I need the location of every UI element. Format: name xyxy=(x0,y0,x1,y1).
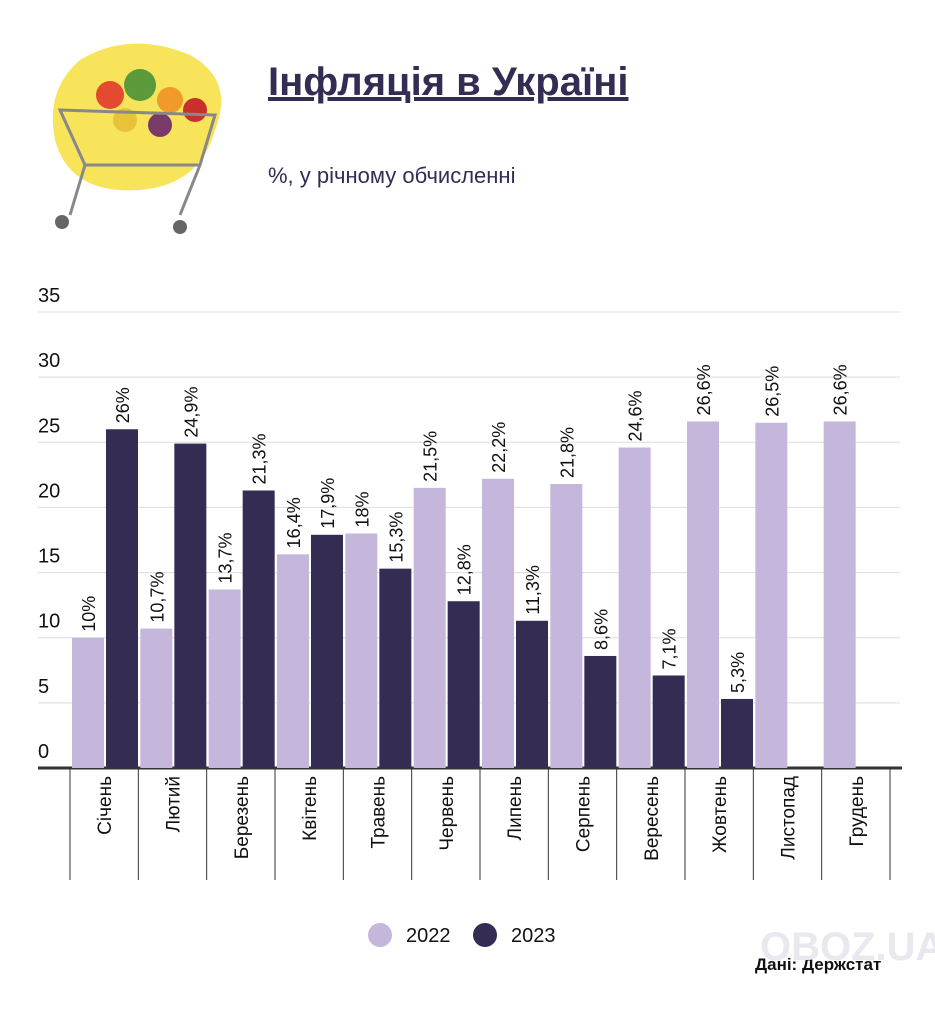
bar xyxy=(652,675,685,768)
bar xyxy=(687,421,719,768)
legend-swatch xyxy=(368,923,392,947)
bar xyxy=(413,487,446,768)
bar xyxy=(721,698,753,768)
chart-subtitle: %, у річному обчисленні xyxy=(268,163,515,188)
x-tick-label: Липень xyxy=(505,776,526,840)
x-tick-label: Травень xyxy=(369,776,390,849)
y-tick-label: 25 xyxy=(38,415,60,437)
watermark: OBOZ.UA xyxy=(760,925,935,969)
bar xyxy=(174,443,207,768)
value-label: 21,3% xyxy=(250,433,270,484)
bar xyxy=(208,589,241,768)
y-tick-label: 35 xyxy=(38,285,60,307)
value-label: 24,9% xyxy=(181,387,201,438)
value-label: 22,2% xyxy=(489,422,509,473)
value-label: 26,5% xyxy=(762,366,782,417)
value-label: 7,1% xyxy=(660,628,680,669)
bar xyxy=(823,421,856,768)
bar xyxy=(482,478,514,768)
y-tick-label: 0 xyxy=(38,741,49,763)
value-label: 26% xyxy=(113,387,133,423)
value-label: 8,6% xyxy=(591,609,611,650)
y-tick-label: 30 xyxy=(38,350,60,372)
bar xyxy=(379,568,412,768)
value-label: 10,7% xyxy=(147,572,167,623)
value-label: 18% xyxy=(352,491,372,527)
cart-illustration xyxy=(52,43,222,234)
x-tick-label: Грудень xyxy=(847,776,868,847)
value-label: 26,6% xyxy=(694,364,714,415)
bar xyxy=(106,429,138,768)
x-tick-label: Червень xyxy=(437,776,458,851)
bar xyxy=(584,655,617,768)
bar xyxy=(345,533,378,768)
value-label: 11,3% xyxy=(523,565,543,615)
bar xyxy=(550,483,583,768)
bar xyxy=(72,637,104,768)
y-tick-label: 20 xyxy=(38,480,60,502)
x-tick-label: Жовтень xyxy=(710,776,731,853)
y-tick-label: 10 xyxy=(38,611,60,633)
bar xyxy=(755,422,788,768)
legend-label: 2023 xyxy=(511,925,556,947)
bar xyxy=(516,620,548,768)
value-label: 5,3% xyxy=(728,652,748,693)
y-tick-label: 15 xyxy=(38,546,60,568)
x-tick-label: Листопад xyxy=(779,776,800,860)
x-tick-label: Січень xyxy=(95,776,116,835)
value-label: 24,6% xyxy=(626,390,646,441)
bar xyxy=(311,534,343,768)
legend-swatch xyxy=(473,923,497,947)
chart-title: Інфляція в Україні xyxy=(268,60,628,104)
value-label: 10% xyxy=(79,596,99,632)
value-label: 16,4% xyxy=(284,497,304,548)
bar xyxy=(618,447,651,768)
x-tick-label: Березень xyxy=(232,776,253,859)
x-tick-label: Квітень xyxy=(300,776,321,841)
value-label: 13,7% xyxy=(216,532,236,583)
x-tick-label: Серпень xyxy=(574,776,595,852)
source: Дані: Держстат xyxy=(755,955,881,974)
bar xyxy=(140,628,173,768)
value-label: 17,9% xyxy=(318,478,338,529)
bar xyxy=(277,554,309,768)
value-label: 26,6% xyxy=(831,364,851,415)
value-label: 12,8% xyxy=(455,544,475,595)
x-tick-label: Вересень xyxy=(642,776,663,861)
y-tick-label: 5 xyxy=(38,676,49,698)
x-tick-label: Лютий xyxy=(164,776,185,832)
value-label: 21,5% xyxy=(421,431,441,482)
bar xyxy=(242,490,275,768)
value-label: 21,8% xyxy=(557,427,577,478)
value-label: 15,3% xyxy=(386,512,406,563)
legend-label: 2022 xyxy=(406,925,451,947)
bar xyxy=(447,601,480,768)
